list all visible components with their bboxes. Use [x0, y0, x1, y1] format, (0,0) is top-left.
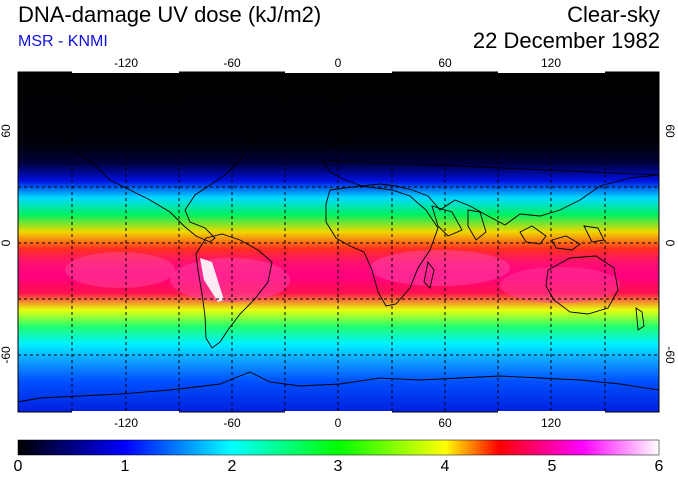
- colorbar-label: 0: [13, 458, 23, 475]
- colorbar-label: 3: [333, 458, 343, 475]
- graticule: [18, 72, 659, 412]
- date-label: 22 December 1982: [472, 28, 660, 53]
- source-label: MSR - KNMI: [18, 33, 108, 50]
- lon-tick-top: 0: [334, 56, 342, 70]
- lon-tick-bottom: -120: [113, 416, 139, 430]
- lon-tick-top: 60: [438, 56, 452, 70]
- lon-tick-top: 120: [540, 56, 562, 70]
- sky-condition: Clear-sky: [567, 2, 660, 27]
- lon-tick-bottom: -60: [223, 416, 241, 430]
- lon-tick-bottom: 120: [540, 416, 562, 430]
- colorbar-label: 4: [440, 458, 450, 475]
- colorbar: [17, 439, 660, 456]
- colorbar-label: 1: [120, 458, 130, 475]
- andes-peak-dose: [200, 258, 224, 302]
- lon-tick-bottom: 0: [334, 416, 342, 430]
- colorbar-label: 6: [654, 458, 664, 475]
- lon-tick-top: -120: [113, 56, 139, 70]
- high-dose-area: [500, 267, 620, 303]
- high-dose-area: [65, 252, 175, 288]
- high-dose-area: [370, 250, 510, 286]
- high-dose-area: [170, 258, 290, 302]
- lon-tick-bottom: 60: [438, 416, 452, 430]
- frame-ticks: [72, 71, 605, 413]
- colorbar-label: 2: [227, 458, 237, 475]
- lon-tick-top: -60: [223, 56, 241, 70]
- map-title: DNA-damage UV dose (kJ/m2): [18, 2, 322, 27]
- colorbar-label: 5: [547, 458, 557, 475]
- coastlines: [18, 81, 659, 403]
